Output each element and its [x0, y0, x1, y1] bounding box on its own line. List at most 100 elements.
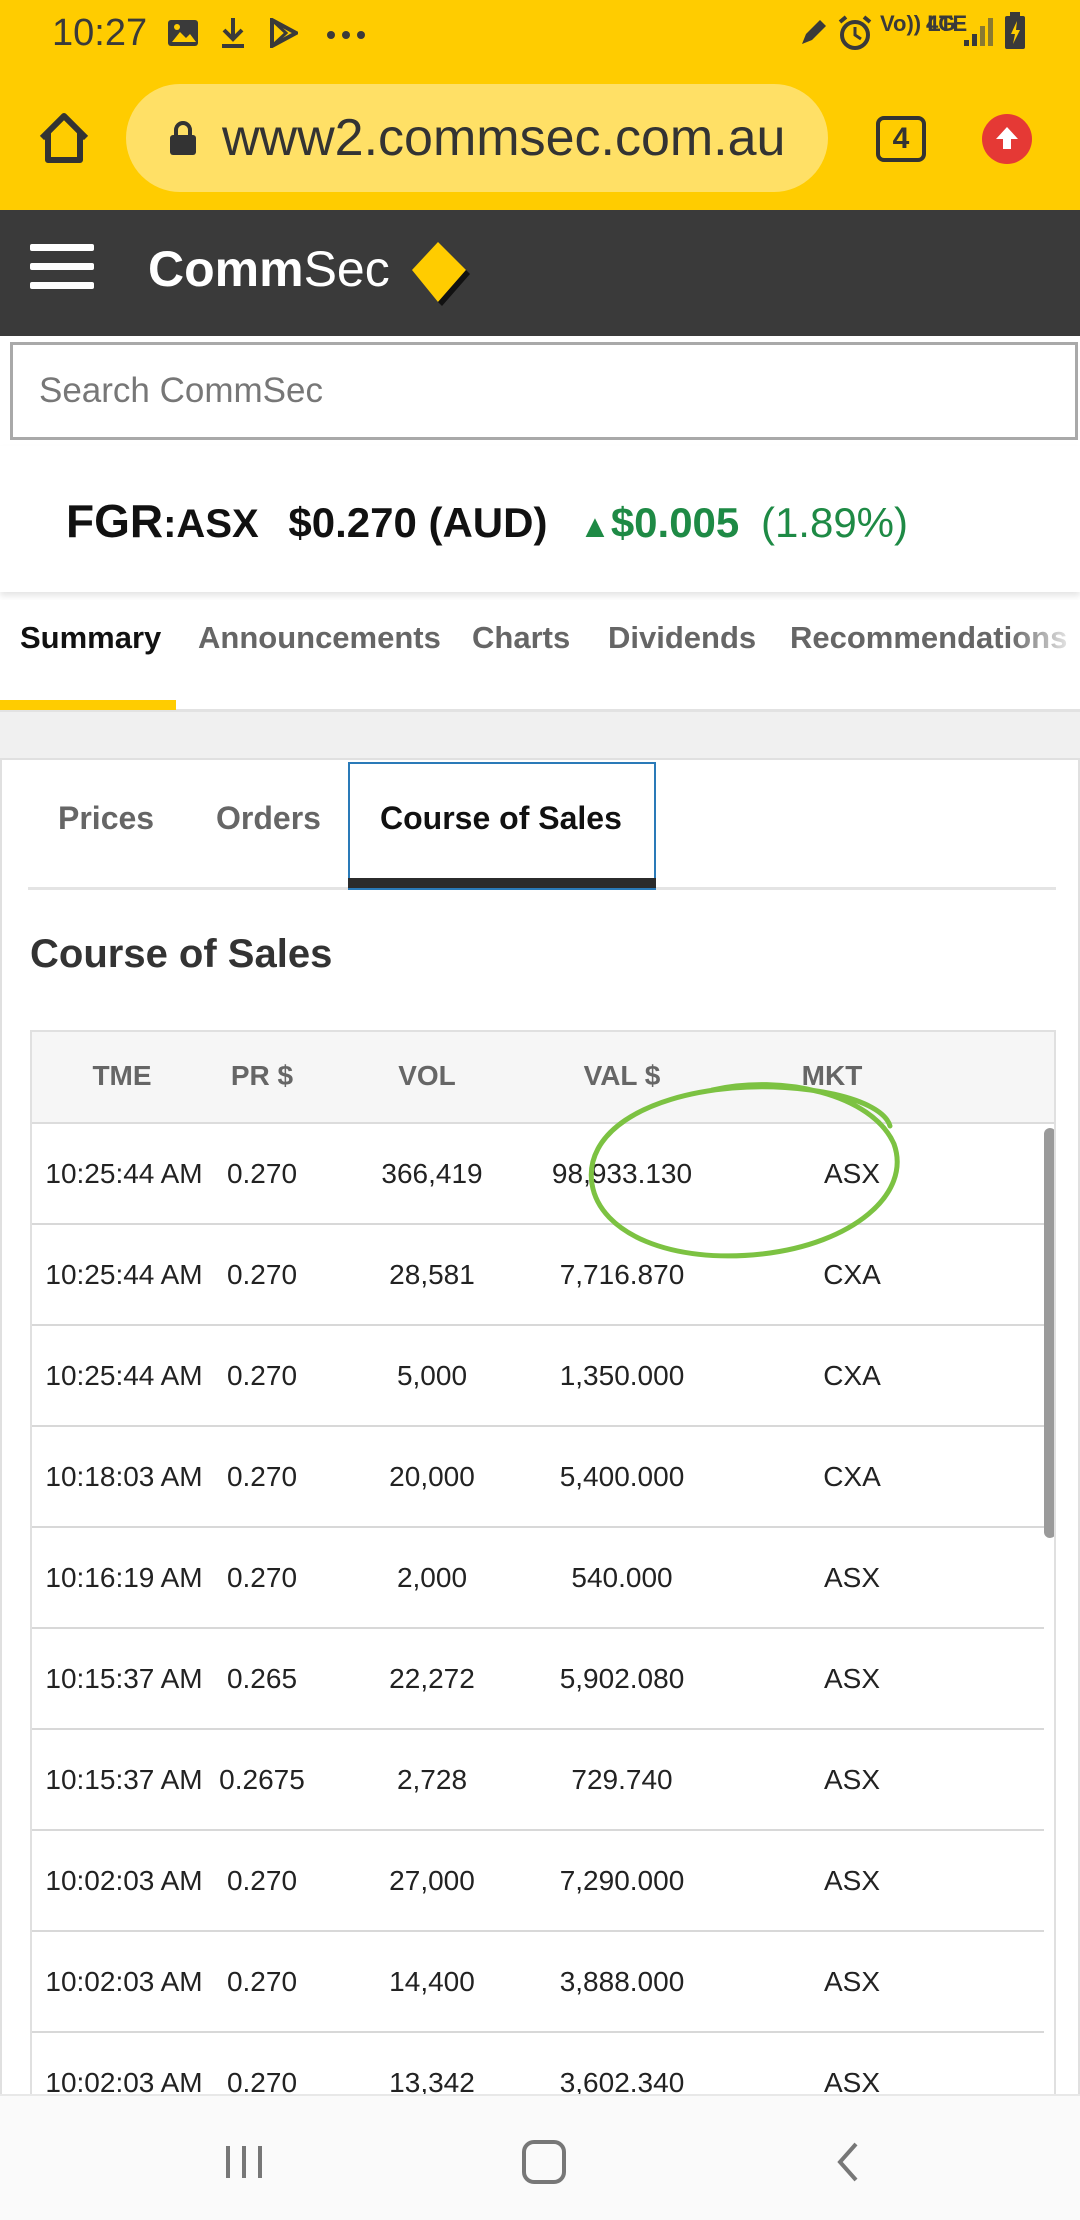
site-header: CommSec	[0, 210, 1080, 336]
scrollbar-thumb[interactable]	[1044, 1128, 1054, 1538]
column-header-market[interactable]: MKT	[801, 1060, 863, 1091]
up-arrow-icon: ▲	[579, 508, 611, 544]
tab-summary[interactable]: Summary	[20, 620, 162, 655]
status-bar: 10:27 Vo)) LTE 4G	[0, 0, 1080, 68]
back-icon[interactable]	[818, 2132, 878, 2192]
table-row: 10:02:03 AM 0.270 27,000 7,290.000 ASX	[32, 1831, 1044, 1932]
table-row: 10:15:37 AM 0.265 22,272 5,902.080 ASX	[32, 1629, 1044, 1730]
stock-code: FGR	[66, 495, 164, 547]
exchange-code: :ASX	[163, 502, 259, 546]
table-row: 10:16:19 AM 0.270 2,000 540.000 ASX	[32, 1528, 1044, 1629]
subtab-active-indicator	[348, 878, 656, 888]
cell-market: ASX	[823, 1764, 881, 1795]
cell-time: 10:18:03 AM	[45, 1461, 203, 1492]
search-area: Search CommSec	[0, 336, 1080, 446]
recents-icon[interactable]	[214, 2132, 274, 2192]
cell-market: ASX	[823, 2067, 881, 2098]
course-of-sales-table: TME PR $ VOL VAL $ MKT 10:25:44 AM 0.270 3…	[30, 1030, 1056, 2110]
subtab-orders[interactable]: Orders	[216, 800, 321, 836]
cell-value: 7,290.000	[559, 1865, 685, 1896]
cell-volume: 22,272	[389, 1663, 475, 1694]
cell-volume: 13,342	[389, 2067, 475, 2098]
cell-market: ASX	[823, 1663, 881, 1694]
cell-price: 0.270	[226, 1360, 298, 1391]
cell-volume: 28,581	[389, 1259, 475, 1290]
cell-volume: 20,000	[389, 1461, 475, 1492]
cell-time: 10:25:44 AM	[45, 1158, 203, 1189]
cell-market: CXA	[823, 1259, 881, 1290]
quote-header: FGR:ASX $0.270 (AUD) ▲$0.005 (1.89%)	[0, 446, 1080, 592]
home-nav-icon[interactable]	[514, 2132, 574, 2192]
cell-time: 10:15:37 AM	[45, 1663, 203, 1694]
address-bar[interactable]: www2.commsec.com.au	[126, 84, 828, 192]
cell-volume: 14,400	[389, 1966, 475, 1997]
alarm-icon	[838, 15, 872, 50]
price-change-percent: (1.89%)	[760, 499, 909, 546]
cell-market: ASX	[823, 1562, 881, 1593]
cell-time: 10:02:03 AM	[45, 2067, 203, 2098]
section-gap	[0, 712, 1080, 760]
column-header-price[interactable]: PR $	[230, 1060, 294, 1091]
cell-value: 98,933.130	[551, 1158, 693, 1189]
cell-market: ASX	[823, 1865, 881, 1896]
cell-price: 0.265	[226, 1663, 298, 1694]
table-row: 10:18:03 AM 0.270 20,000 5,400.000 CXA	[32, 1427, 1044, 1528]
search-input[interactable]: Search CommSec	[10, 342, 1078, 440]
column-header-time[interactable]: TME	[92, 1060, 152, 1091]
cell-price: 0.270	[226, 1259, 298, 1290]
update-icon[interactable]	[982, 114, 1032, 164]
cell-volume: 27,000	[389, 1865, 475, 1896]
menu-icon[interactable]	[30, 244, 94, 300]
volte-icon: Vo)) LTE	[880, 11, 968, 36]
url-bar: www2.commsec.com.au 4	[0, 68, 1080, 210]
table-row: 10:02:03 AM 0.270 13,342 3,602.340 ASX	[32, 2033, 1044, 2110]
tab-dividends[interactable]: Dividends	[608, 620, 757, 655]
cell-value: 540.000	[571, 1562, 673, 1593]
image-icon	[168, 20, 198, 46]
play-store-icon	[270, 18, 298, 48]
cell-time: 10:02:03 AM	[45, 1865, 203, 1896]
status-time: 10:27	[52, 12, 148, 54]
url-text: www2.commsec.com.au	[222, 109, 786, 167]
table-row: 10:25:44 AM 0.270 5,000 1,350.000 CXA	[32, 1326, 1044, 1427]
cell-market: CXA	[823, 1461, 881, 1492]
cell-volume: 2,728	[396, 1764, 468, 1795]
commsec-logo[interactable]: CommSec	[148, 241, 390, 297]
home-icon[interactable]	[34, 108, 94, 168]
stock-price: $0.270 (AUD)	[288, 499, 548, 546]
table-scrollbar[interactable]	[1042, 1124, 1054, 2110]
cell-time: 10:02:03 AM	[45, 1966, 203, 1997]
top-tabs: Summary Announcements Charts Dividends R…	[0, 600, 1080, 712]
cell-volume: 2,000	[396, 1562, 468, 1593]
subtab-prices[interactable]: Prices	[58, 800, 155, 836]
active-tab-indicator	[0, 700, 176, 710]
cell-value: 7,716.870	[559, 1259, 685, 1290]
cell-value: 3,888.000	[559, 1966, 685, 1997]
tabs-fade	[1010, 600, 1080, 700]
cell-volume: 5,000	[396, 1360, 468, 1391]
cell-market: CXA	[823, 1360, 881, 1391]
column-header-volume[interactable]: VOL	[398, 1060, 456, 1091]
table-row: 10:02:03 AM 0.270 14,400 3,888.000 ASX	[32, 1932, 1044, 2033]
cell-market: ASX	[823, 1158, 881, 1189]
battery-icon	[1005, 12, 1025, 49]
tab-announcements[interactable]: Announcements	[198, 620, 441, 655]
lock-icon	[170, 121, 196, 155]
cell-price: 0.270	[226, 2067, 298, 2098]
cell-price: 0.270	[226, 1865, 298, 1896]
cell-value: 729.740	[571, 1764, 673, 1795]
cell-value: 1,350.000	[559, 1360, 685, 1391]
table-header: TME PR $ VOL VAL $ MKT	[32, 1032, 1054, 1124]
price-change: $0.005	[610, 499, 740, 546]
cell-price: 0.270	[226, 1461, 298, 1492]
column-header-value[interactable]: VAL $	[583, 1060, 661, 1091]
system-nav-bar	[0, 2094, 1080, 2220]
tab-charts[interactable]: Charts	[472, 620, 571, 655]
tab-switcher-button[interactable]: 4	[876, 116, 926, 162]
cell-volume: 366,419	[381, 1158, 483, 1189]
table-row: 10:25:44 AM 0.270 366,419 98,933.130 ASX	[32, 1124, 1044, 1225]
sub-tabs: Prices Orders Course of Sales	[28, 760, 1056, 890]
pencil-icon	[802, 20, 826, 44]
signal-icon	[964, 18, 993, 46]
subtab-course-of-sales[interactable]: Course of Sales	[380, 800, 622, 836]
